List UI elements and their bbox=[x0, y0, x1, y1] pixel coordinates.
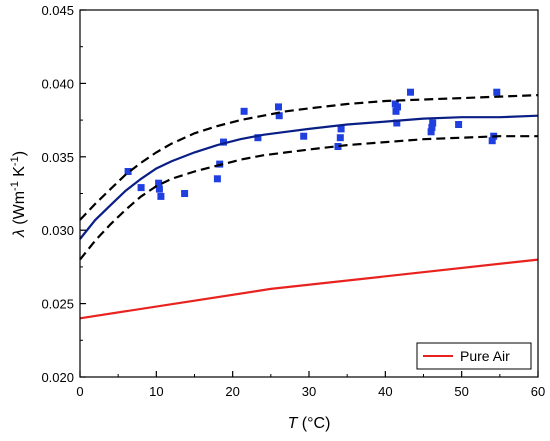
ticks-layer: 0 10 20 30 40 50 60 0.020 0.025 0.030 0.035 0.040 0.… bbox=[41, 3, 545, 399]
y-axis-exp2: -1 bbox=[9, 156, 21, 166]
data-point bbox=[455, 121, 463, 128]
x-axis-unit: (°C) bbox=[297, 415, 330, 432]
data-point bbox=[213, 175, 221, 183]
y-tick-label: 0.025 bbox=[41, 297, 74, 312]
data-point bbox=[254, 134, 262, 142]
x-tick-label: 30 bbox=[302, 384, 316, 399]
legend-label-pure-air: Pure Air bbox=[460, 348, 510, 364]
data-point bbox=[275, 103, 282, 111]
x-tick-label: 10 bbox=[149, 384, 163, 399]
data-point bbox=[337, 125, 345, 133]
data-point bbox=[334, 143, 342, 150]
x-tick-label: 50 bbox=[454, 384, 468, 399]
data-point bbox=[488, 137, 496, 145]
data-point bbox=[137, 184, 145, 192]
legend: Pure Air bbox=[416, 342, 532, 370]
x-axis-symbol: T bbox=[288, 415, 299, 432]
data-point bbox=[428, 123, 436, 131]
data-point bbox=[427, 128, 435, 136]
y-axis-unit-post: ) bbox=[11, 151, 28, 156]
y-axis-symbol: λ bbox=[11, 229, 28, 238]
plot-frame bbox=[79, 9, 539, 378]
data-point bbox=[155, 185, 163, 193]
x-tick-label: 0 bbox=[76, 384, 83, 399]
confidence-band-line bbox=[79, 94, 539, 221]
y-axis-title: λ (Wm-1 K-1) bbox=[9, 151, 28, 238]
data-point bbox=[155, 179, 163, 187]
data-point bbox=[157, 192, 165, 200]
x-tick-label: 60 bbox=[531, 384, 545, 399]
y-axis-unit-pre: (Wm bbox=[11, 191, 28, 229]
x-axis-title: T (°C) bbox=[288, 415, 331, 432]
data-point bbox=[393, 119, 401, 127]
series-line-pure-air bbox=[79, 258, 539, 320]
y-axis-exp1: -1 bbox=[9, 181, 21, 191]
fit-curve-line bbox=[79, 114, 539, 240]
y-tick-label: 0.040 bbox=[41, 76, 74, 91]
y-tick-label: 0.030 bbox=[41, 223, 74, 238]
data-point bbox=[181, 190, 189, 197]
y-tick-label: 0.045 bbox=[41, 3, 74, 18]
data-point bbox=[275, 112, 283, 120]
x-tick-label: 40 bbox=[378, 384, 392, 399]
data-point bbox=[220, 138, 227, 146]
data-point bbox=[429, 119, 437, 127]
data-point bbox=[336, 134, 344, 142]
series-layer bbox=[79, 88, 539, 320]
data-point bbox=[394, 103, 401, 111]
data-point bbox=[300, 132, 308, 140]
y-tick-label: 0.020 bbox=[41, 370, 74, 385]
y-tick-label: 0.035 bbox=[41, 150, 74, 165]
x-tick-label: 20 bbox=[225, 384, 239, 399]
data-point bbox=[240, 107, 248, 115]
data-point bbox=[493, 88, 501, 96]
confidence-band-line bbox=[79, 135, 538, 261]
data-point bbox=[392, 107, 400, 115]
data-point bbox=[124, 168, 132, 175]
data-point bbox=[407, 88, 414, 96]
y-axis-unit-mid: K bbox=[11, 166, 28, 181]
